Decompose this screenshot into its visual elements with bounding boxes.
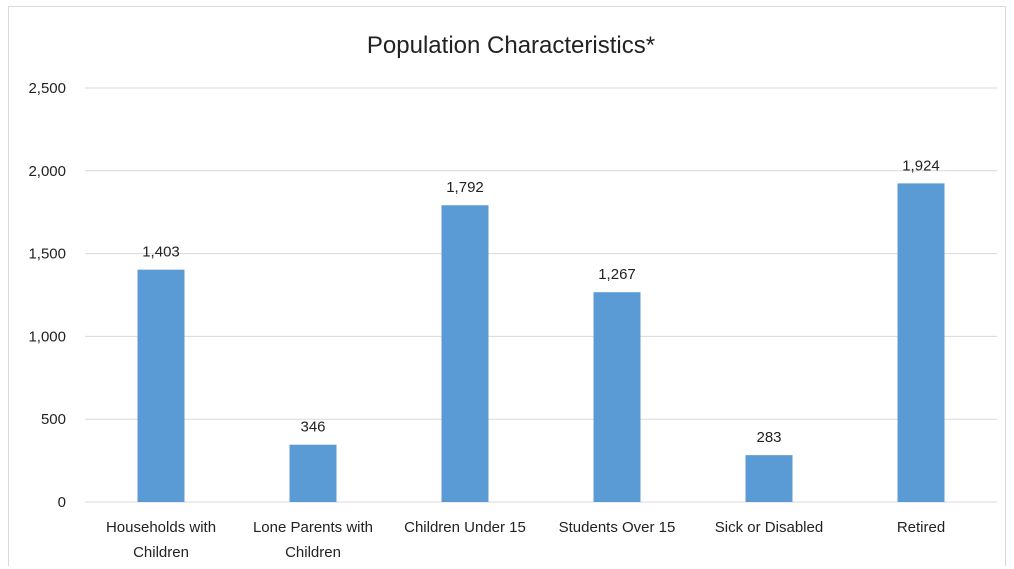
bar bbox=[745, 455, 793, 502]
bar bbox=[593, 292, 641, 502]
category-label: Children bbox=[133, 544, 189, 561]
y-tick-label: 2,500 bbox=[28, 80, 66, 97]
y-tick-label: 0 bbox=[58, 494, 66, 511]
bar-value-label: 283 bbox=[756, 429, 781, 446]
category-label: Students Over 15 bbox=[559, 519, 676, 536]
bar-value-label: 1,403 bbox=[142, 244, 180, 261]
bar bbox=[137, 269, 185, 502]
data-labels: 1,403 346 1,792 1,267 283 1,924 bbox=[142, 157, 940, 446]
y-axis-ticks: 0 500 1,000 1,500 2,000 2,500 bbox=[28, 80, 66, 511]
category-label: Children Under 15 bbox=[404, 519, 526, 536]
bar-value-label: 1,792 bbox=[446, 179, 484, 196]
category-labels: Households with Children Lone Parents with… bbox=[106, 519, 945, 561]
bar bbox=[289, 444, 337, 502]
category-label: Retired bbox=[897, 519, 945, 536]
bar bbox=[897, 183, 945, 502]
y-tick-label: 500 bbox=[41, 411, 66, 428]
category-label: Children bbox=[285, 544, 341, 561]
gridlines bbox=[85, 87, 997, 503]
bar bbox=[441, 205, 489, 502]
bar-value-label: 1,924 bbox=[902, 157, 940, 174]
bar-value-label: 1,267 bbox=[598, 266, 636, 283]
bars bbox=[137, 183, 945, 502]
y-tick-label: 1,000 bbox=[28, 328, 66, 345]
category-label: Sick or Disabled bbox=[715, 519, 823, 536]
chart-title: Population Characteristics* bbox=[367, 32, 655, 59]
y-tick-label: 2,000 bbox=[28, 163, 66, 180]
category-label: Lone Parents with bbox=[253, 519, 373, 536]
bar-value-label: 346 bbox=[300, 419, 325, 436]
category-label: Households with bbox=[106, 519, 216, 536]
y-tick-label: 1,500 bbox=[28, 246, 66, 263]
